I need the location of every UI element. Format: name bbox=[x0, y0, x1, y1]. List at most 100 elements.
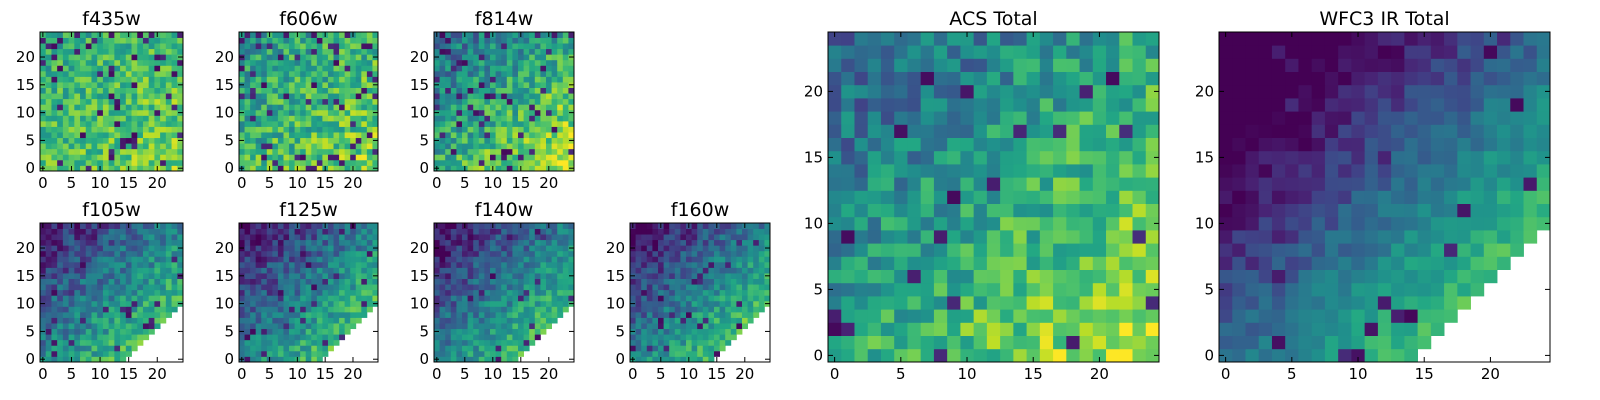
heatmap-cell bbox=[272, 120, 279, 127]
heatmap-cell bbox=[691, 223, 698, 229]
heatmap-cell bbox=[120, 306, 127, 313]
heatmap-cell bbox=[439, 43, 446, 50]
heatmap-cell bbox=[261, 300, 268, 307]
heatmap-cell bbox=[742, 267, 748, 274]
heatmap-cell bbox=[120, 356, 127, 363]
heatmap-cell bbox=[523, 93, 530, 100]
heatmap-cell bbox=[294, 250, 301, 257]
heatmap-cell bbox=[355, 137, 362, 144]
heatmap-cell bbox=[445, 120, 452, 127]
heatmap-cell bbox=[646, 239, 653, 246]
heatmap-cell bbox=[40, 295, 47, 302]
heatmap-cell bbox=[57, 284, 64, 291]
heatmap-cell bbox=[131, 300, 138, 307]
heatmap-cell bbox=[366, 234, 373, 241]
heatmap-cell bbox=[177, 228, 184, 235]
heatmap-cell bbox=[322, 120, 329, 127]
heatmap-cell bbox=[361, 93, 368, 100]
heatmap-cell bbox=[947, 71, 961, 86]
heatmap-cell bbox=[708, 311, 715, 318]
heatmap-cell bbox=[1053, 177, 1067, 191]
heatmap-cell bbox=[154, 54, 161, 61]
heatmap-cell bbox=[568, 87, 575, 94]
heatmap-cell bbox=[322, 323, 329, 330]
heatmap-cell bbox=[478, 317, 485, 324]
heatmap-cell bbox=[171, 284, 178, 291]
heatmap-cell bbox=[294, 154, 301, 161]
heatmap-cell bbox=[495, 300, 502, 307]
heatmap-cell bbox=[534, 104, 541, 111]
heatmap-cell bbox=[680, 350, 687, 357]
heatmap-cell bbox=[142, 284, 150, 291]
heatmap-cell bbox=[512, 328, 519, 335]
heatmap-cell bbox=[1053, 111, 1067, 125]
heatmap-cell bbox=[85, 93, 92, 100]
heatmap-cell bbox=[439, 93, 446, 100]
heatmap-cell bbox=[339, 70, 346, 77]
heatmap-cell bbox=[456, 317, 463, 324]
heatmap-cell bbox=[154, 59, 161, 66]
heatmap-cell bbox=[255, 267, 262, 274]
heatmap-cell bbox=[562, 37, 569, 44]
heatmap-cell bbox=[333, 137, 340, 144]
heatmap-cell bbox=[244, 148, 251, 155]
heatmap-cell bbox=[646, 267, 653, 274]
heatmap-cell bbox=[160, 159, 167, 166]
heatmap-cell bbox=[300, 65, 307, 72]
heatmap-cell bbox=[108, 250, 115, 257]
heatmap-cell bbox=[108, 334, 115, 341]
heatmap-cell bbox=[828, 111, 842, 125]
heatmap-cell bbox=[1026, 296, 1041, 310]
heatmap-cell bbox=[680, 328, 687, 335]
heatmap-cell bbox=[45, 115, 52, 122]
heatmap-cell bbox=[439, 87, 446, 94]
heatmap-cell bbox=[91, 323, 98, 330]
heatmap-cell bbox=[120, 350, 127, 357]
heatmap-cell bbox=[540, 256, 547, 263]
heatmap-cell bbox=[736, 311, 743, 318]
heatmap-cell bbox=[68, 284, 75, 291]
heatmap-cell bbox=[91, 267, 98, 274]
heatmap-cell bbox=[529, 256, 536, 263]
heatmap-cell bbox=[1000, 177, 1014, 191]
heatmap-cell bbox=[742, 278, 748, 285]
heatmap-cell bbox=[255, 317, 262, 324]
heatmap-cell bbox=[244, 300, 251, 307]
heatmap-cell bbox=[933, 150, 948, 165]
heatmap-cell bbox=[171, 159, 178, 166]
heatmap-cell bbox=[478, 295, 485, 302]
heatmap-cell bbox=[171, 48, 178, 55]
heatmap-cell bbox=[986, 322, 1001, 336]
heatmap-cell bbox=[261, 356, 268, 363]
heatmap-cell bbox=[80, 306, 87, 313]
heatmap-cell bbox=[467, 126, 474, 133]
heatmap-cell bbox=[74, 32, 81, 38]
heatmap-cell bbox=[266, 37, 273, 44]
heatmap-cell bbox=[261, 93, 268, 100]
heatmap-cell bbox=[108, 267, 115, 274]
heatmap-cell bbox=[339, 267, 346, 274]
heatmap-cell bbox=[74, 328, 81, 335]
heatmap-cell bbox=[57, 159, 64, 166]
heatmap-cell bbox=[495, 115, 502, 122]
heatmap-cell bbox=[1079, 98, 1094, 112]
heatmap-cell bbox=[764, 267, 771, 274]
heatmap-cell bbox=[439, 239, 446, 246]
heatmap-cell bbox=[1013, 203, 1027, 218]
heatmap-cell bbox=[333, 311, 340, 318]
heatmap-cell bbox=[333, 245, 340, 252]
heatmap-cell bbox=[630, 234, 636, 241]
heatmap-cell bbox=[372, 104, 379, 111]
heatmap-cell bbox=[1013, 111, 1027, 125]
heatmap-cell bbox=[714, 306, 720, 313]
heatmap-cell bbox=[630, 284, 636, 291]
heatmap-cell bbox=[91, 143, 98, 150]
heatmap-cell bbox=[45, 317, 52, 324]
heatmap-cell bbox=[62, 137, 69, 144]
heatmap-cell bbox=[473, 273, 480, 279]
heatmap-cell bbox=[344, 250, 351, 257]
heatmap-cell bbox=[244, 87, 251, 94]
heatmap-cell bbox=[311, 76, 318, 83]
heatmap-cell bbox=[725, 328, 732, 335]
heatmap-cell bbox=[51, 234, 58, 241]
